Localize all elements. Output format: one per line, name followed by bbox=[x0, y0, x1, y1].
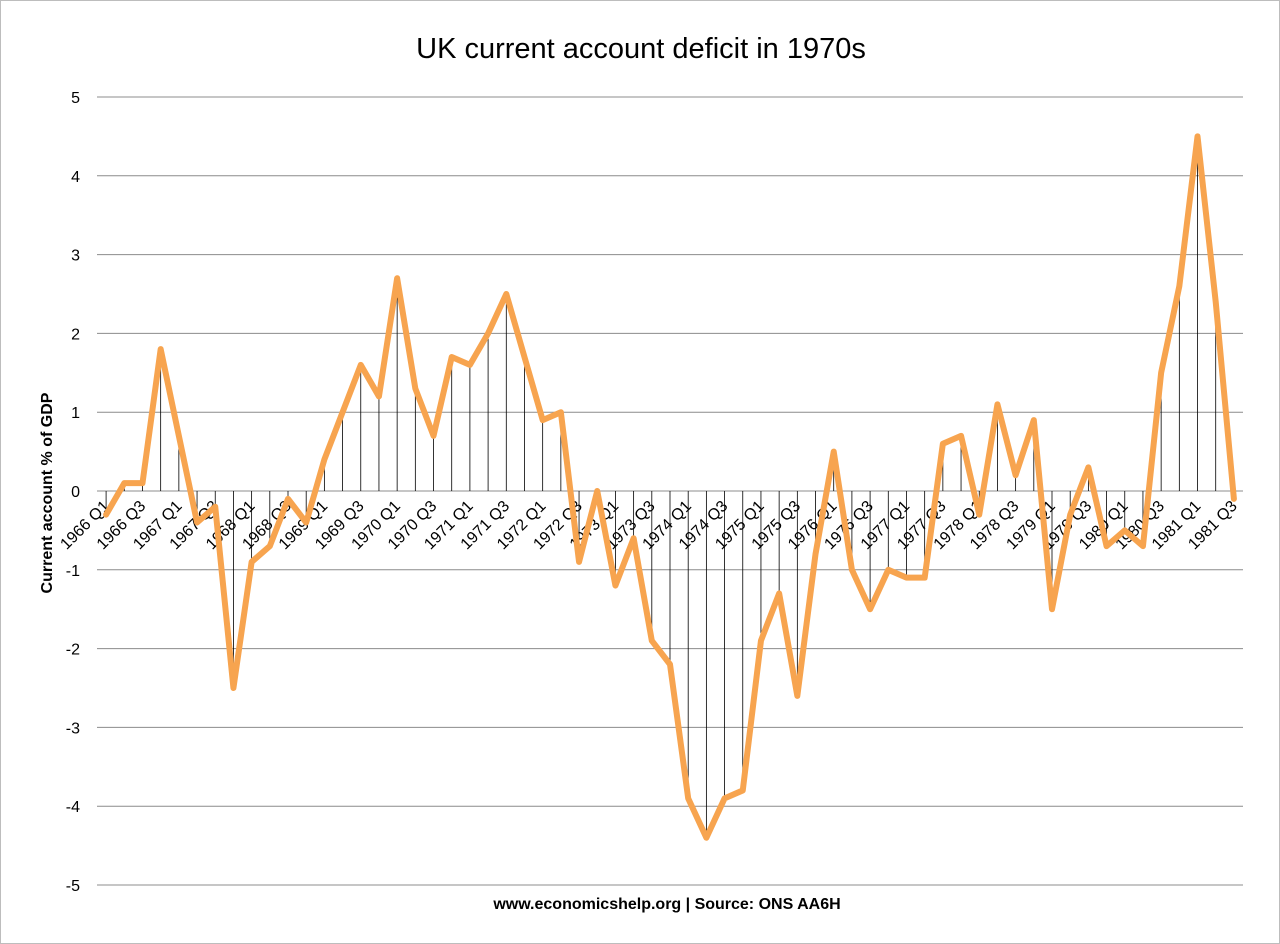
data-point bbox=[230, 685, 236, 691]
data-point bbox=[540, 417, 546, 423]
y-tick-label: -3 bbox=[66, 720, 80, 737]
drop-lines bbox=[105, 136, 1235, 838]
data-point bbox=[667, 661, 673, 667]
y-axis-label: Current account % of GDP bbox=[39, 392, 56, 593]
data-point bbox=[267, 543, 273, 549]
data-point bbox=[412, 386, 418, 392]
data-point bbox=[1085, 464, 1091, 470]
data-point bbox=[394, 275, 400, 281]
data-point bbox=[722, 795, 728, 801]
data-point bbox=[558, 409, 564, 415]
data-point bbox=[358, 362, 364, 368]
data-point bbox=[212, 504, 218, 510]
data-point bbox=[485, 330, 491, 336]
data-point bbox=[340, 409, 346, 415]
data-point bbox=[612, 583, 618, 589]
data-point bbox=[885, 567, 891, 573]
data-point bbox=[831, 449, 837, 455]
data-point bbox=[958, 433, 964, 439]
data-point bbox=[1176, 283, 1182, 289]
data-point bbox=[467, 362, 473, 368]
data-point bbox=[903, 575, 909, 581]
data-point bbox=[940, 441, 946, 447]
data-point bbox=[740, 787, 746, 793]
data-point bbox=[1122, 527, 1128, 533]
y-tick-label: 3 bbox=[71, 248, 80, 265]
data-point bbox=[685, 795, 691, 801]
data-point bbox=[431, 433, 437, 439]
data-point bbox=[1013, 472, 1019, 478]
data-point bbox=[758, 638, 764, 644]
data-point bbox=[703, 835, 709, 841]
data-point bbox=[1067, 512, 1073, 518]
data-point bbox=[285, 496, 291, 502]
data-point bbox=[139, 480, 145, 486]
y-tick-label: 4 bbox=[71, 169, 80, 186]
data-point bbox=[521, 354, 527, 360]
y-axis-ticks: 5 4 3 2 1 0 -1 -2 -3 -4 -5 bbox=[66, 90, 80, 895]
data-point bbox=[321, 456, 327, 462]
series-line bbox=[103, 133, 1237, 841]
y-tick-label: -4 bbox=[66, 799, 80, 816]
data-point bbox=[649, 638, 655, 644]
data-point bbox=[1158, 370, 1164, 376]
data-point bbox=[576, 559, 582, 565]
data-point bbox=[1231, 496, 1237, 502]
data-point bbox=[376, 393, 382, 399]
data-point bbox=[994, 401, 1000, 407]
data-point bbox=[194, 520, 200, 526]
chart-title: UK current account deficit in 1970s bbox=[416, 33, 866, 65]
y-tick-label: -2 bbox=[66, 642, 80, 659]
data-point bbox=[249, 559, 255, 565]
data-point bbox=[1031, 417, 1037, 423]
data-point bbox=[176, 433, 182, 439]
data-point bbox=[158, 346, 164, 352]
data-point bbox=[1213, 299, 1219, 305]
y-tick-label: 0 bbox=[71, 484, 80, 501]
data-point bbox=[849, 567, 855, 573]
data-point bbox=[631, 535, 637, 541]
source-note: www.economicshelp.org | Source: ONS AA6H bbox=[492, 896, 840, 913]
y-tick-label: 2 bbox=[71, 326, 80, 343]
y-tick-label: 1 bbox=[71, 405, 80, 422]
data-point bbox=[103, 512, 109, 518]
data-point bbox=[813, 551, 819, 557]
data-point bbox=[976, 512, 982, 518]
data-point bbox=[867, 606, 873, 612]
y-tick-label: 5 bbox=[71, 90, 80, 107]
data-point bbox=[1195, 133, 1201, 139]
data-point bbox=[776, 590, 782, 596]
data-point bbox=[594, 488, 600, 494]
data-point bbox=[121, 480, 127, 486]
data-point bbox=[922, 575, 928, 581]
data-point bbox=[1104, 543, 1110, 549]
series-layer bbox=[103, 133, 1237, 841]
y-tick-label: -1 bbox=[66, 563, 80, 580]
data-point bbox=[303, 520, 309, 526]
data-point bbox=[794, 693, 800, 699]
y-tick-label: -5 bbox=[66, 878, 80, 895]
data-point bbox=[1049, 606, 1055, 612]
data-point bbox=[1140, 543, 1146, 549]
data-point bbox=[503, 291, 509, 297]
data-point bbox=[449, 354, 455, 360]
